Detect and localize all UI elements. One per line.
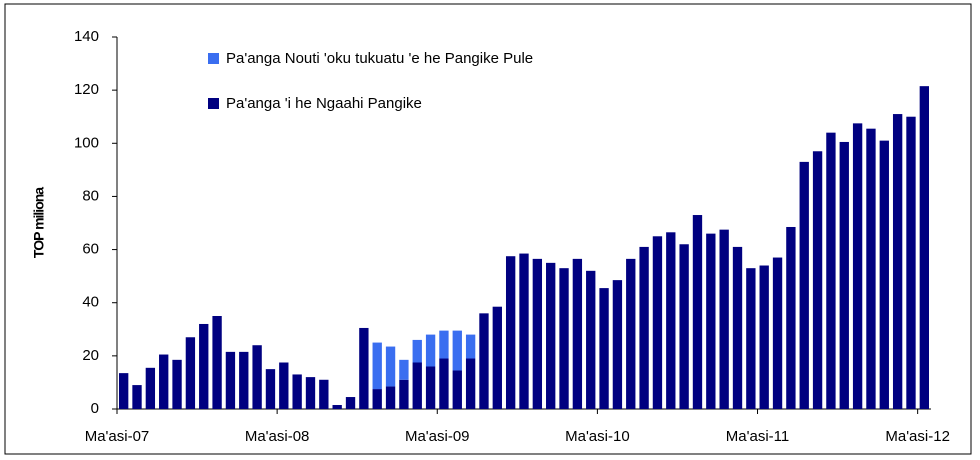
bar — [225, 351, 236, 409]
legend-label: Pa'anga Nouti 'oku tukuatu 'e he Pangike… — [226, 50, 533, 67]
y-tick-label: 40 — [82, 294, 99, 311]
bar — [746, 268, 756, 409]
legend-swatch — [208, 98, 219, 109]
bar — [706, 233, 716, 409]
bar — [546, 262, 556, 409]
bar — [385, 346, 396, 387]
bar — [719, 229, 729, 409]
bar — [119, 373, 129, 409]
bar — [599, 288, 609, 409]
bar — [786, 226, 796, 409]
bar — [572, 258, 583, 409]
legend-swatch — [208, 53, 219, 64]
y-tick-label: 100 — [74, 134, 99, 151]
bar — [812, 151, 823, 409]
bar — [586, 270, 596, 409]
x-tick-label: Ma'asi-11 — [726, 428, 789, 445]
bar — [292, 374, 302, 409]
bar — [479, 313, 489, 409]
bar — [652, 236, 663, 409]
x-tick-label: Ma'asi-12 — [885, 428, 950, 445]
bar — [505, 256, 516, 409]
bar — [252, 345, 262, 409]
bar — [359, 327, 369, 409]
bar — [145, 367, 156, 409]
bar — [906, 116, 916, 409]
y-tick-label: 60 — [82, 241, 99, 258]
bar — [439, 330, 449, 359]
bar — [425, 334, 436, 367]
bar — [639, 246, 649, 409]
bar — [399, 359, 409, 380]
bar — [559, 268, 569, 409]
bar — [265, 369, 276, 409]
bar — [412, 362, 422, 409]
y-tick-label: 0 — [91, 400, 99, 417]
bar — [626, 258, 636, 409]
bar — [159, 354, 169, 409]
bar — [679, 244, 689, 409]
bar — [412, 339, 422, 363]
bar — [212, 316, 222, 409]
bar — [892, 114, 903, 410]
bar — [532, 258, 543, 409]
bar — [759, 265, 769, 409]
bar — [452, 330, 462, 371]
bar — [399, 379, 409, 409]
bar — [519, 253, 529, 409]
chart-frame — [4, 3, 972, 455]
bar — [839, 141, 849, 409]
x-tick-label: Ma'asi-07 — [85, 428, 150, 445]
bar — [239, 351, 249, 409]
bar — [799, 161, 809, 409]
bar — [919, 86, 929, 410]
bar — [372, 389, 382, 409]
bar — [332, 405, 342, 409]
bar — [305, 377, 316, 409]
y-tick-label: 20 — [82, 347, 99, 364]
bar — [465, 334, 476, 359]
bar — [666, 232, 676, 409]
bar — [692, 215, 703, 409]
bar — [132, 385, 142, 409]
bar — [319, 379, 329, 409]
bar — [439, 358, 449, 409]
bar — [826, 132, 836, 409]
bar — [492, 306, 502, 409]
bar — [345, 397, 356, 409]
bar — [172, 359, 182, 409]
y-axis-label: TOP miliona — [31, 187, 47, 258]
bar — [279, 362, 289, 409]
bar — [852, 123, 863, 409]
bar — [732, 246, 743, 409]
y-tick-label: 120 — [74, 81, 99, 98]
x-tick-label: Ma'asi-09 — [405, 428, 470, 445]
bar — [385, 386, 396, 409]
bar — [199, 323, 209, 409]
bar — [372, 342, 382, 390]
bar — [879, 140, 889, 409]
bar — [465, 358, 476, 409]
bar — [612, 280, 623, 409]
y-tick-label: 140 — [74, 28, 99, 45]
x-tick-label: Ma'asi-08 — [245, 428, 310, 445]
bar — [185, 337, 196, 409]
legend-label: Pa'anga 'i he Ngaahi Pangike — [226, 95, 422, 112]
bar — [866, 128, 876, 409]
y-tick-label: 80 — [82, 187, 99, 204]
bar — [425, 366, 436, 409]
x-tick-label: Ma'asi-10 — [565, 428, 630, 445]
bar — [772, 257, 783, 409]
bar — [452, 370, 462, 409]
